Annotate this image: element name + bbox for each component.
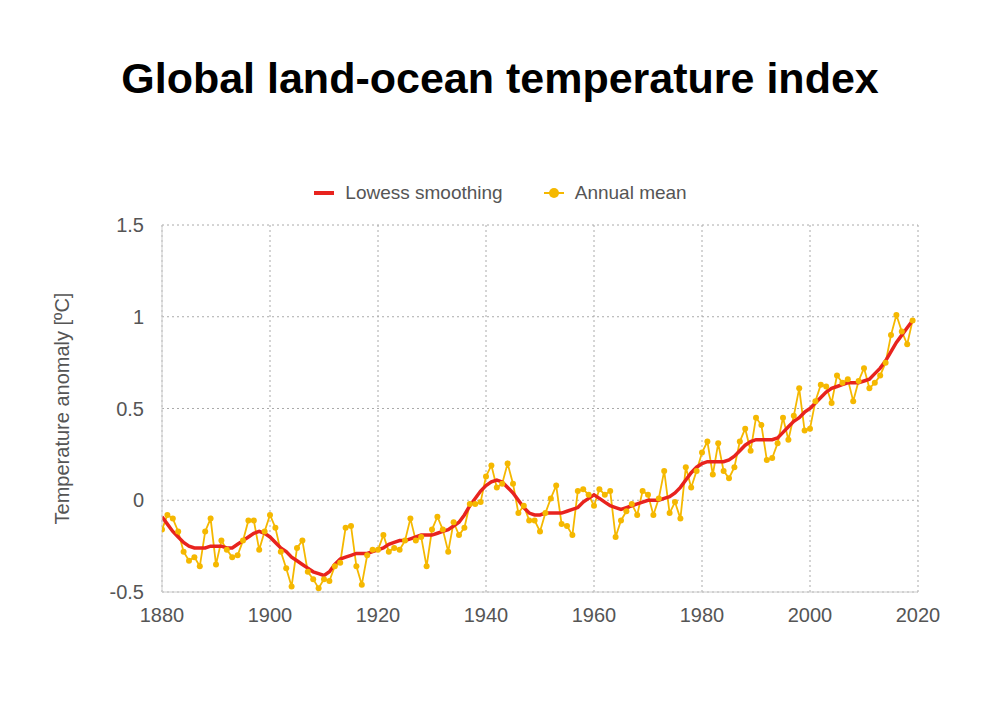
svg-text:2000: 2000 <box>788 604 833 626</box>
svg-text:1940: 1940 <box>464 604 509 626</box>
html-text:Global land-ocean temperature: Global land-ocean temperature index <box>121 54 879 102</box>
svg-text:Temperature anomaly [ºC]: Temperature anomaly [ºC] <box>51 293 73 525</box>
svg-text:1.5: 1.5 <box>116 214 144 236</box>
svg-text:1880: 1880 <box>140 604 185 626</box>
svg-text:1: 1 <box>133 306 144 328</box>
svg-text:1920: 1920 <box>356 604 401 626</box>
svg-text:2020: 2020 <box>896 604 941 626</box>
svg-text:-0.5: -0.5 <box>110 581 144 603</box>
svg-text:0: 0 <box>133 489 144 511</box>
html-text:Lowess smoothing: Lowess smoothing <box>345 182 503 203</box>
svg-text:1960: 1960 <box>572 604 617 626</box>
svg-text:1900: 1900 <box>248 604 293 626</box>
svg-text:0.5: 0.5 <box>116 398 144 420</box>
html-text:Annual mean: Annual mean <box>574 182 687 203</box>
svg-text:1980: 1980 <box>680 604 725 626</box>
